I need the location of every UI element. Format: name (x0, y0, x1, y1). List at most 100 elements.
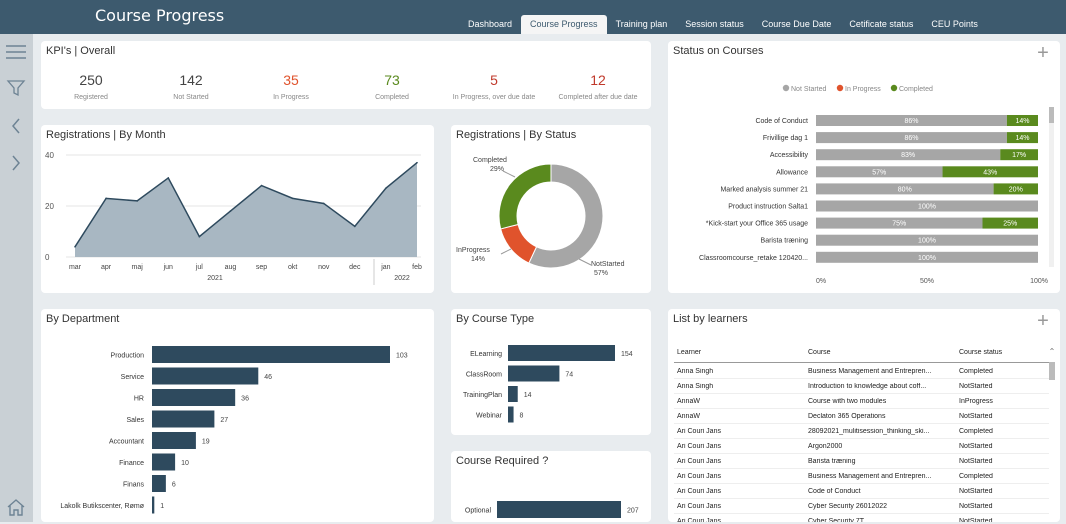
data-point (229, 210, 232, 212)
data-point (260, 184, 263, 187)
bar-segment (942, 166, 1038, 178)
bar (152, 389, 236, 406)
tab-training-plan[interactable]: Training plan (615, 19, 668, 29)
tab-session-status[interactable]: Session status (685, 19, 744, 29)
category-label: Accountant (109, 439, 144, 446)
kpi-value: 35 (283, 72, 299, 88)
kpi-label: Not Started (173, 94, 209, 101)
bar-value-label: 20% (1009, 186, 1023, 193)
x-tick-label: sep (256, 264, 267, 271)
bar (152, 346, 390, 363)
add-icon[interactable]: + (1037, 42, 1049, 64)
table-row[interactable]: Anna Singh Introduction to knowledge abou… (674, 379, 1049, 394)
kpi-label: In Progress, over due date (452, 94, 536, 101)
cell-learner: Ari Couri Jans (677, 458, 721, 465)
bar-segment (1006, 115, 1038, 126)
x-tick-label: nov (318, 264, 330, 271)
table-row[interactable]: Ari Couri Jans Code of Conduct NotStarted (674, 484, 1049, 499)
column-header-status[interactable]: Course status (959, 349, 1003, 356)
bar (152, 410, 215, 428)
category-label: Code of Conduct (755, 118, 808, 125)
table-row[interactable]: Ari Couri Jans Barista træning NotStarted (674, 454, 1049, 469)
bar-value-label: 6 (172, 482, 176, 489)
kpi-value: 250 (79, 72, 103, 88)
cell-status: NotStarted (959, 503, 993, 510)
table-row[interactable]: Anna Singh Business Management and Entrep… (674, 364, 1049, 379)
bar-segment (982, 217, 1038, 229)
tab-certificate-status[interactable]: Cetificate status (849, 19, 914, 29)
table-row[interactable]: Ari Couri Jans Cyber Security 7T NotStarte… (674, 514, 1049, 522)
panel-title: Status on Courses (673, 45, 764, 57)
table-row[interactable]: Ari Couri Jans 28092021_mulitisession_thi… (674, 424, 1049, 439)
data-point (198, 235, 201, 238)
x-tick-label: apr (101, 264, 112, 271)
cell-learner: Ari Couri Jans (677, 503, 721, 510)
cell-learner: Anna Singh (677, 383, 714, 390)
cell-learner: Ari Couri Jans (677, 518, 721, 522)
table-row[interactable]: Ari Couri Jans Argon2000 NotStarted (674, 439, 1049, 454)
cell-status: Completed (959, 473, 993, 480)
cell-course: Business Management and Entrepren... (808, 368, 932, 375)
x-tick-label: 50% (920, 278, 934, 285)
cell-learner: Ari Couri Jans (677, 443, 721, 450)
x-tick-label: aug (225, 264, 237, 271)
cell-course: 28092021_mulitisession_thinking_ski... (808, 428, 930, 435)
pie-slice (498, 163, 552, 230)
cell-status: NotStarted (959, 413, 993, 420)
kpi-not-started: 142 Not Started (141, 72, 241, 101)
cell-status: NotStarted (959, 518, 993, 522)
bar-value-label: 36 (241, 396, 249, 403)
filter-icon[interactable] (4, 78, 28, 102)
table-header: Learner Course Course status (674, 345, 1049, 363)
bar-segment (816, 149, 1001, 161)
scroll-up-icon[interactable]: ⌃ (1048, 347, 1056, 356)
table-row[interactable]: AnnaW Declaton 365 Operations NotStarted (674, 409, 1049, 424)
cell-status: InProgress (959, 398, 993, 405)
bar-value-label: 83% (901, 152, 915, 159)
column-header-course[interactable]: Course (808, 349, 831, 356)
x-tick-label: dec (349, 264, 361, 271)
category-label: Barista træning (761, 238, 809, 245)
category-label: ELearning (470, 351, 502, 358)
bar-segment (816, 200, 1038, 212)
bar-segment (1000, 149, 1038, 161)
kpi-in-progress: 35 In Progress (241, 72, 341, 101)
cell-course: Cyber Security 26012022 (808, 503, 887, 510)
bar-segment (816, 183, 994, 195)
registrations-by-month-panel: Registrations | By Month 40 20 0 mar apr maj j… (41, 125, 434, 293)
status-on-courses-chart: Not Started In Progress Completed Code of C… (699, 84, 1048, 285)
tab-ceu-points[interactable]: CEU Points (931, 19, 978, 29)
table-row[interactable]: Ari Couri Jans Business Management and En… (674, 469, 1049, 484)
panel-title: By Department (46, 313, 120, 325)
column-header-learner[interactable]: Learner (677, 349, 702, 356)
cell-course: Course with two modules (808, 398, 887, 405)
leader-line (502, 170, 516, 178)
x-tick-label: 0% (816, 278, 826, 285)
sidebar (0, 34, 33, 522)
chevron-left-icon[interactable] (4, 116, 28, 140)
scrollbar-thumb[interactable] (1049, 107, 1054, 123)
cell-learner: Anna Singh (677, 368, 714, 375)
tab-dashboard[interactable]: Dashboard (468, 19, 513, 29)
category-label: Accessibility (770, 152, 809, 159)
table-row[interactable]: Ari Couri Jans Cyber Security 26012022 Not… (674, 499, 1049, 514)
menu-icon[interactable] (4, 42, 28, 66)
add-icon[interactable]: + (1037, 310, 1049, 332)
chevron-right-icon[interactable] (4, 153, 28, 177)
cell-status: Completed (959, 368, 993, 375)
category-label: Frivillige dag 1 (763, 135, 808, 142)
cell-course: Introduction to knowledge about coff... (808, 383, 927, 390)
tab-course-progress[interactable]: Course Progress (521, 15, 607, 34)
data-point (136, 200, 138, 202)
bar-value-label: 8 (520, 413, 524, 420)
kpi-value: 73 (384, 72, 400, 88)
table-row[interactable]: AnnaW Course with two modules InProgress (674, 394, 1049, 409)
scrollbar[interactable] (1049, 107, 1054, 267)
tab-course-due-date[interactable]: Course Due Date (761, 19, 832, 29)
scrollbar[interactable]: ⌃ (1048, 347, 1056, 522)
scrollbar-thumb[interactable] (1049, 362, 1055, 380)
bar-value-label: 100% (918, 238, 936, 245)
home-icon[interactable] (4, 496, 28, 520)
category-label: HR (134, 396, 144, 403)
kpi-value: 142 (179, 72, 203, 88)
